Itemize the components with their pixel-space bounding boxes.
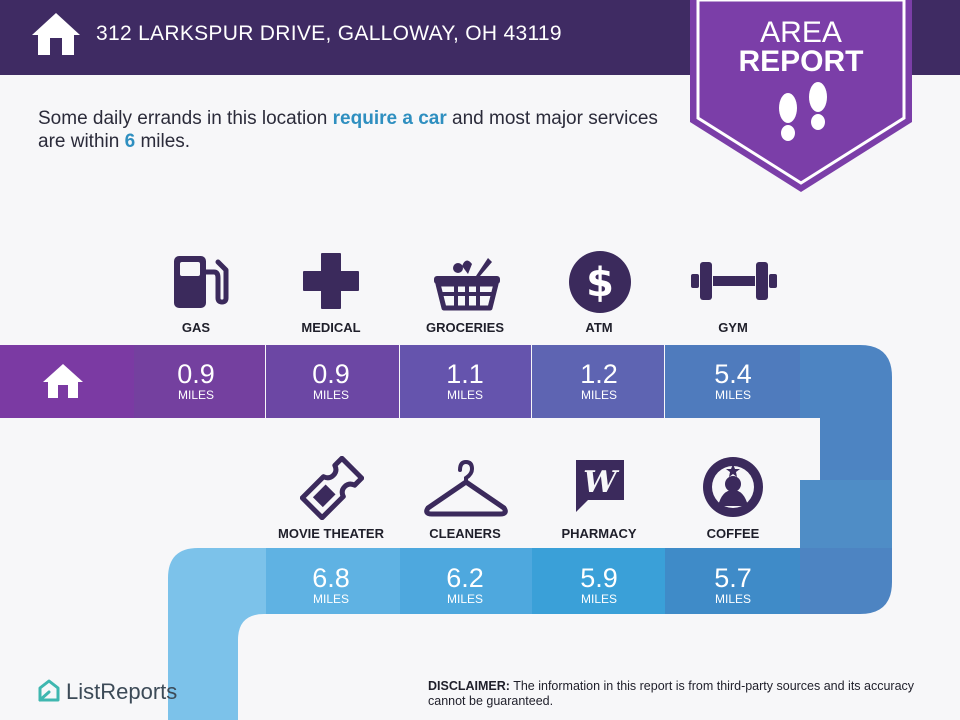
distance-pharmacy: 5.9 MILES (532, 564, 666, 606)
distance-groceries: 1.1 MILES (398, 360, 532, 402)
distance-coffee: 5.7 MILES (666, 564, 800, 606)
badge-line-2: REPORT (738, 45, 864, 78)
distance-unit: MILES (580, 388, 617, 402)
service-label-gym: GYM (718, 320, 748, 335)
distance-value: 1.2 (580, 359, 618, 389)
badge-line-1: AREA (760, 16, 842, 49)
dumbbell-icon (691, 262, 777, 300)
distance-value: 0.9 (312, 359, 350, 389)
distance-unit: MILES (312, 388, 349, 402)
distance-value: 6.8 (312, 563, 350, 593)
movie-ticket-icon (300, 456, 364, 520)
distance-value: 0.9 (177, 359, 215, 389)
distance-unit: MILES (177, 388, 214, 402)
service-label-coffee: COFFEE (706, 526, 760, 541)
pharmacy-logo-icon: W (576, 460, 624, 512)
service-label-medical: MEDICAL (301, 320, 361, 335)
property-address: 312 LARKSPUR DRIVE, GALLOWAY, OH 43119 (96, 22, 562, 45)
distance-value: 5.9 (580, 563, 618, 593)
distance-medical: 0.9 MILES (264, 360, 398, 402)
intro-text-1: Some daily errands in this location (38, 108, 333, 129)
badge-title: AREA REPORT (690, 16, 912, 78)
grocery-basket-icon (434, 258, 500, 311)
distance-value: 6.2 (446, 563, 484, 593)
intro-text-2: and most major services are within (38, 108, 658, 152)
intro-highlight-car: require a car (332, 108, 447, 129)
distance-gym: 5.4 MILES (666, 360, 800, 402)
brand-name: ListReports (66, 679, 178, 704)
service-label-pharmacy: PHARMACY (561, 526, 637, 541)
medical-cross-icon (303, 253, 359, 309)
footprints-icon (779, 82, 827, 141)
disclaimer: DISCLAIMER: The information in this repo… (428, 679, 928, 709)
gas-pump-icon (174, 256, 229, 308)
svg-text:$: $ (586, 260, 614, 306)
distance-unit: MILES (312, 592, 349, 606)
dollar-coin-icon: $ (569, 251, 631, 313)
svg-text:W: W (583, 465, 620, 500)
distance-value: 5.4 (714, 359, 752, 389)
intro-summary: Some daily errands in this location requ… (38, 107, 678, 153)
service-label-gas: GAS (181, 320, 211, 335)
distance-unit: MILES (446, 388, 483, 402)
home-icon (32, 13, 80, 55)
distance-value: 5.7 (714, 563, 752, 593)
start-home-icon (43, 364, 83, 398)
intro-text-3: miles. (135, 131, 191, 152)
distance-unit: MILES (714, 592, 751, 606)
service-label-groceries: GROCERIES (425, 320, 504, 335)
distance-gas: 0.9 MILES (129, 360, 263, 402)
disclaimer-text: The information in this report is from t… (428, 679, 915, 708)
distance-unit: MILES (714, 388, 751, 402)
distance-value: 1.1 (446, 359, 484, 389)
service-label-cleaners: CLEANERS (429, 526, 501, 541)
distance-cleaners: 6.2 MILES (398, 564, 532, 606)
intro-highlight-miles: 6 (124, 131, 136, 152)
distance-unit: MILES (446, 592, 483, 606)
service-label-movie-theater: MOVIE THEATER (278, 526, 384, 541)
distance-movie-theater: 6.8 MILES (264, 564, 398, 606)
disclaimer-label: DISCLAIMER: (428, 679, 510, 693)
service-label-atm: ATM (585, 320, 613, 335)
area-report-badge (690, 0, 912, 192)
distance-atm: 1.2 MILES (532, 360, 666, 402)
coffee-logo-icon (703, 457, 763, 517)
distance-unit: MILES (580, 592, 617, 606)
hanger-icon (424, 460, 508, 517)
listreports-logo-icon (38, 679, 60, 702)
